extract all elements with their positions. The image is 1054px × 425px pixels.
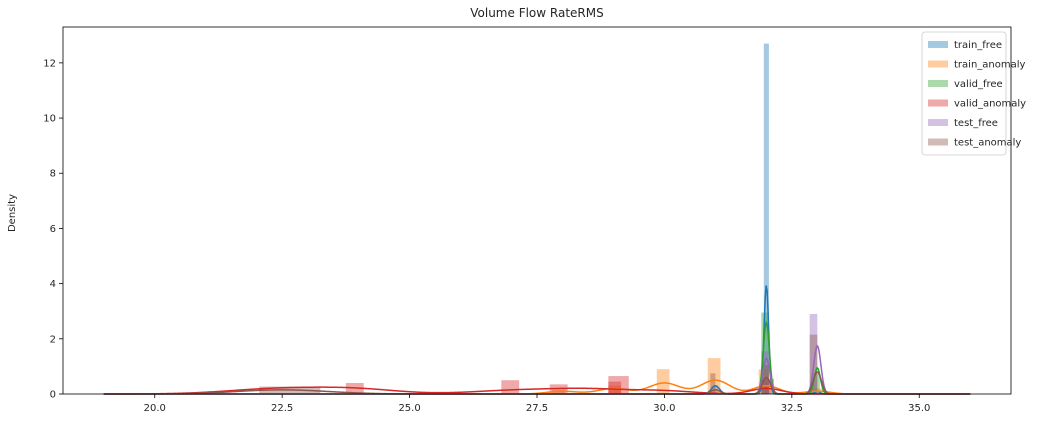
legend-label: train_free xyxy=(954,40,1002,51)
histogram-bar-train_anomaly xyxy=(707,358,721,394)
legend-label: test_anomaly xyxy=(954,138,1021,149)
legend-label: test_free xyxy=(954,118,998,129)
histogram-bar-test_anomaly xyxy=(710,373,716,394)
y-tick-label: 10 xyxy=(43,114,56,125)
legend-swatch xyxy=(928,41,948,48)
kde-line-valid_free xyxy=(103,320,971,395)
legend-swatch xyxy=(928,119,948,126)
x-tick-label: 35.0 xyxy=(908,403,930,414)
legend: train_free train_anomaly valid_free valid_a… xyxy=(921,31,1026,156)
legend-label: train_anomaly xyxy=(954,60,1026,71)
y-tick-label: 8 xyxy=(50,169,56,180)
chart-title: Volume Flow RateRMS xyxy=(470,6,603,20)
kde-line-train_free xyxy=(103,285,971,395)
x-tick-label: 27.5 xyxy=(526,403,548,414)
y-tick-label: 6 xyxy=(50,224,56,235)
legend-label: valid_free xyxy=(954,79,1003,90)
histogram-bar-test_free xyxy=(809,313,818,394)
x-tick-label: 32.5 xyxy=(781,403,803,414)
plot-frame xyxy=(62,26,1012,395)
x-tick-label: 20.0 xyxy=(144,403,166,414)
legend-swatch xyxy=(928,60,948,68)
y-tick-label: 12 xyxy=(43,58,56,69)
x-tick-label: 30.0 xyxy=(653,403,675,414)
y-tick-label: 4 xyxy=(50,279,56,290)
histogram-bar-train_free xyxy=(763,43,769,394)
legend-label: valid_anomaly xyxy=(954,99,1026,110)
y-axis-label: Density xyxy=(7,194,18,232)
histogram-bar-test_free xyxy=(761,351,769,394)
histogram-bar-valid_anomaly xyxy=(501,380,520,394)
x-tick-label: 25.0 xyxy=(398,403,420,414)
kde-line-test_free xyxy=(103,344,971,395)
plot-area xyxy=(103,43,971,395)
legend-swatch xyxy=(928,80,948,87)
legend-swatch xyxy=(928,138,948,146)
x-tick-label: 22.5 xyxy=(271,403,293,414)
histogram-bar-train_anomaly xyxy=(656,369,670,394)
histogram-bar-valid_free xyxy=(761,312,769,394)
legend-swatch xyxy=(928,99,948,107)
histogram-bar-valid_free xyxy=(812,373,820,394)
y-tick-label: 2 xyxy=(50,334,56,345)
y-tick-label: 0 xyxy=(50,390,56,401)
legend-box xyxy=(921,31,1007,156)
